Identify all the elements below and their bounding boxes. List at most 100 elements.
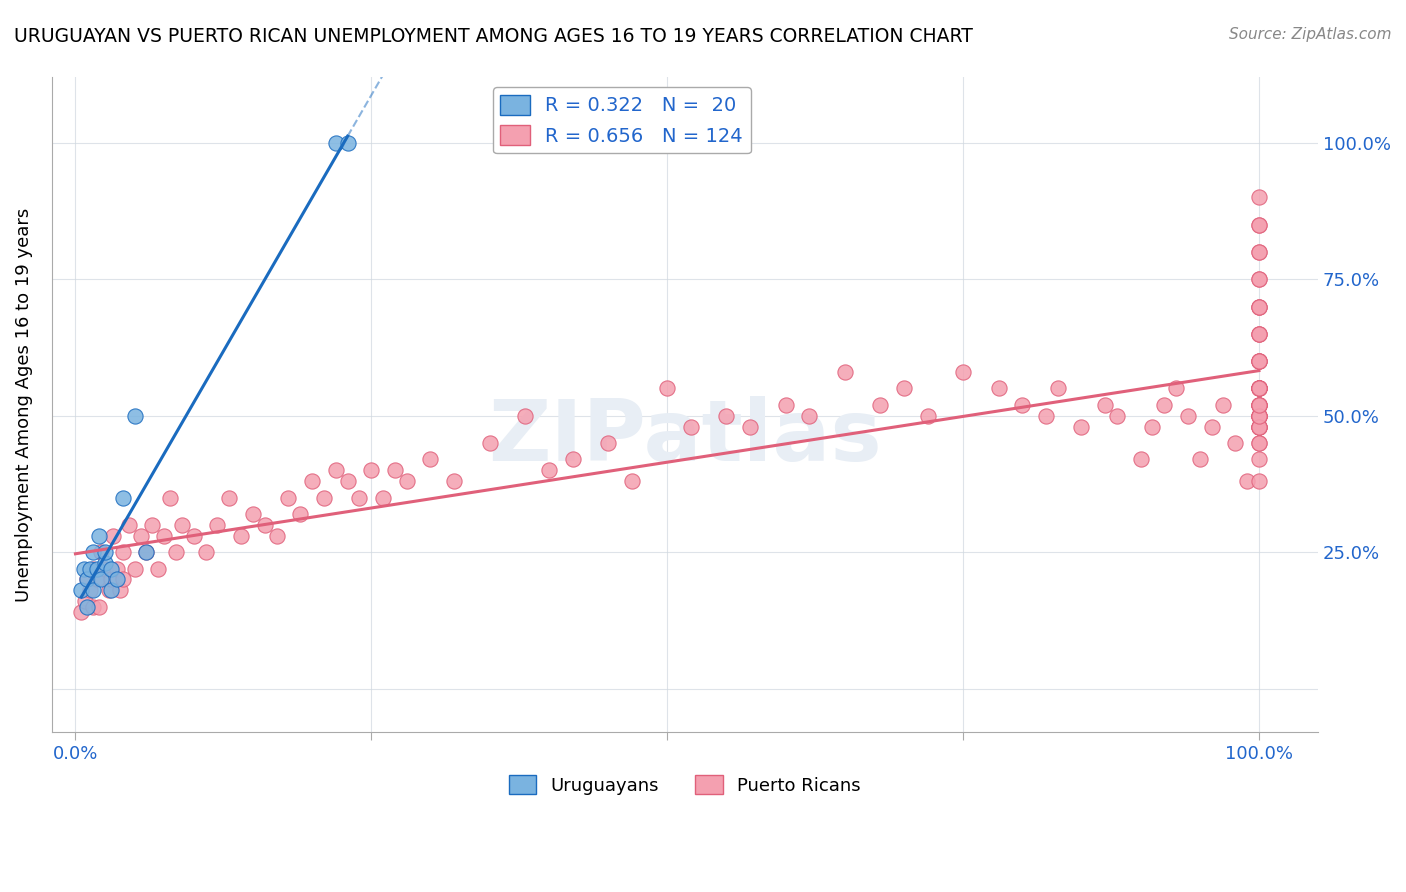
Point <box>111 545 134 559</box>
Point <box>97 583 120 598</box>
Point <box>129 529 152 543</box>
Point <box>952 365 974 379</box>
Point <box>277 491 299 505</box>
Point <box>1236 475 1258 489</box>
Point <box>87 599 110 614</box>
Point <box>1247 300 1270 314</box>
Point <box>1153 398 1175 412</box>
Point <box>1225 436 1247 450</box>
Point <box>79 561 101 575</box>
Point <box>229 529 252 543</box>
Point <box>1094 398 1116 412</box>
Point <box>1247 218 1270 232</box>
Point <box>1247 272 1270 286</box>
Point <box>478 436 501 450</box>
Point <box>1177 409 1199 423</box>
Point <box>325 463 347 477</box>
Point <box>799 409 821 423</box>
Point <box>1247 409 1270 423</box>
Point <box>515 409 537 423</box>
Point <box>290 507 312 521</box>
Point <box>135 545 157 559</box>
Point <box>1035 409 1057 423</box>
Point <box>82 583 104 598</box>
Point <box>253 517 276 532</box>
Point <box>100 583 122 598</box>
Point <box>94 561 117 575</box>
Point <box>834 365 856 379</box>
Point <box>1247 382 1270 396</box>
Point <box>1046 382 1069 396</box>
Point <box>1247 398 1270 412</box>
Point <box>537 463 560 477</box>
Point <box>73 594 96 608</box>
Point <box>1142 419 1164 434</box>
Point <box>1247 409 1270 423</box>
Point <box>716 409 738 423</box>
Point <box>1247 382 1270 396</box>
Point <box>679 419 702 434</box>
Point <box>869 398 891 412</box>
Point <box>1247 382 1270 396</box>
Text: Source: ZipAtlas.com: Source: ZipAtlas.com <box>1229 27 1392 42</box>
Point <box>1247 452 1270 467</box>
Point <box>90 573 112 587</box>
Point <box>86 561 108 575</box>
Point <box>266 529 288 543</box>
Point <box>1247 354 1270 368</box>
Point <box>917 409 939 423</box>
Point <box>242 507 264 521</box>
Point <box>94 556 117 570</box>
Point <box>325 136 347 150</box>
Text: URUGUAYAN VS PUERTO RICAN UNEMPLOYMENT AMONG AGES 16 TO 19 YEARS CORRELATION CHA: URUGUAYAN VS PUERTO RICAN UNEMPLOYMENT A… <box>14 27 973 45</box>
Point <box>893 382 915 396</box>
Point <box>620 475 643 489</box>
Point <box>148 561 170 575</box>
Point <box>1247 326 1270 341</box>
Point <box>1247 409 1270 423</box>
Point <box>1247 245 1270 260</box>
Point <box>1247 354 1270 368</box>
Point <box>87 529 110 543</box>
Point <box>1164 382 1187 396</box>
Point <box>94 545 117 559</box>
Point <box>1247 398 1270 412</box>
Point <box>1247 475 1270 489</box>
Point <box>103 529 125 543</box>
Point <box>373 491 395 505</box>
Point <box>207 517 229 532</box>
Point <box>1247 382 1270 396</box>
Point <box>384 463 406 477</box>
Point <box>111 491 134 505</box>
Point <box>1247 354 1270 368</box>
Point <box>76 573 98 587</box>
Point <box>1247 300 1270 314</box>
Point <box>170 517 193 532</box>
Point <box>1247 419 1270 434</box>
Point <box>1188 452 1211 467</box>
Point <box>1247 436 1270 450</box>
Point <box>1070 419 1092 434</box>
Point <box>124 409 146 423</box>
Point <box>738 419 761 434</box>
Point <box>349 491 371 505</box>
Point <box>76 599 98 614</box>
Point <box>1247 409 1270 423</box>
Point <box>987 382 1010 396</box>
Point <box>1201 419 1223 434</box>
Point <box>100 573 122 587</box>
Point <box>1247 382 1270 396</box>
Point <box>443 475 465 489</box>
Point <box>561 452 583 467</box>
Point <box>1247 398 1270 412</box>
Point <box>111 573 134 587</box>
Text: ZIPatlas: ZIPatlas <box>488 396 882 479</box>
Point <box>118 517 141 532</box>
Point <box>775 398 797 412</box>
Point <box>82 561 104 575</box>
Point <box>124 561 146 575</box>
Point <box>1247 326 1270 341</box>
Point <box>70 583 93 598</box>
Point <box>82 545 104 559</box>
Point <box>1247 409 1270 423</box>
